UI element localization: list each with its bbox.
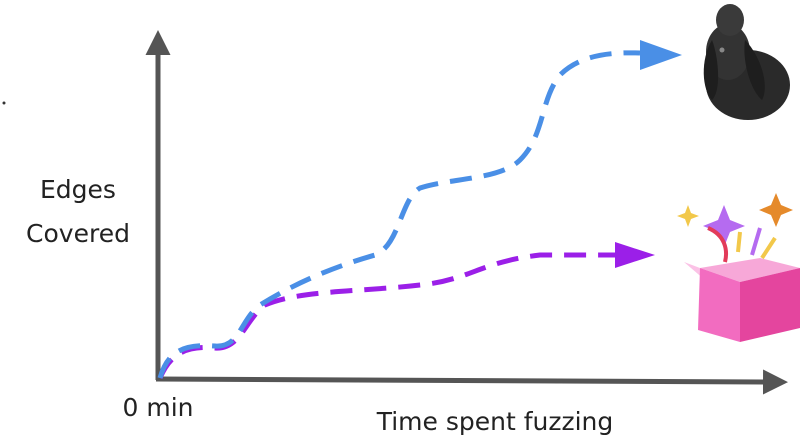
- diagram: Edges Covered 0 min Time spent fuzzing: [0, 0, 807, 439]
- purple-arrowhead: [615, 242, 655, 268]
- x-axis-label: Time spent fuzzing: [376, 407, 614, 436]
- x-axis: [156, 379, 768, 382]
- gift-icon: [677, 193, 800, 342]
- y-axis-label: Edges: [40, 175, 116, 204]
- purple-curve: [160, 255, 615, 378]
- blue-arrowhead: [640, 40, 682, 70]
- bunny-icon: [704, 4, 790, 120]
- x-origin-label: 0 min: [123, 393, 194, 422]
- y-axis-label: Covered: [26, 219, 130, 248]
- blue-curve: [160, 53, 640, 378]
- dot: [3, 102, 6, 105]
